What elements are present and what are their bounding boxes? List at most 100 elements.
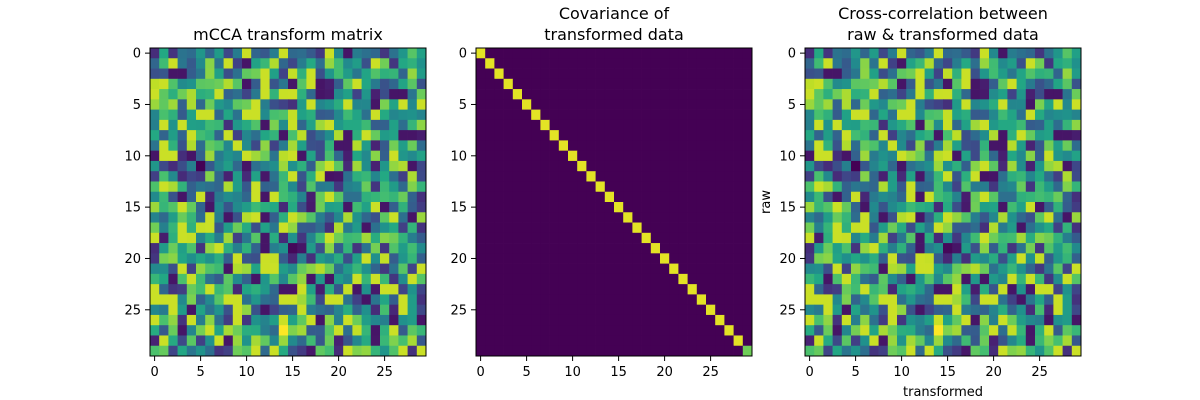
heatmap-cell bbox=[531, 171, 541, 182]
heatmap-cell bbox=[324, 160, 335, 172]
heatmap-cell bbox=[260, 284, 270, 295]
heatmap-cell bbox=[288, 160, 298, 172]
heatmap-cell bbox=[878, 150, 889, 162]
heatmap-cell bbox=[1071, 68, 1082, 80]
heatmap-cell bbox=[324, 314, 335, 326]
heatmap-cell bbox=[989, 191, 999, 203]
heatmap-cell bbox=[823, 263, 833, 275]
heatmap-cell bbox=[970, 202, 981, 213]
heatmap-cell bbox=[476, 314, 486, 326]
heatmap-cell bbox=[168, 325, 178, 336]
heatmap-cell bbox=[614, 99, 624, 110]
heatmap-cell bbox=[989, 140, 999, 152]
heatmap-cell bbox=[1016, 263, 1027, 275]
heatmap-cell bbox=[943, 253, 953, 264]
heatmap-cell bbox=[696, 243, 707, 254]
heatmap-cell bbox=[568, 263, 578, 275]
heatmap-cell bbox=[1035, 119, 1045, 131]
heatmap-cell bbox=[260, 191, 270, 203]
heatmap-cell bbox=[623, 130, 633, 141]
heatmap-cell bbox=[715, 263, 725, 275]
heatmap-cell bbox=[343, 273, 353, 285]
heatmap-cell bbox=[334, 232, 344, 244]
heatmap-cell bbox=[933, 48, 944, 59]
heatmap-cell bbox=[632, 232, 642, 244]
heatmap-cell bbox=[961, 263, 971, 275]
heatmap-cell bbox=[805, 150, 815, 162]
heatmap-cell bbox=[595, 68, 606, 80]
heatmap-cell bbox=[998, 160, 1008, 172]
heatmap-cell bbox=[380, 284, 390, 295]
heatmap-cell bbox=[1044, 212, 1054, 223]
heatmap-cell bbox=[943, 212, 953, 223]
heatmap-cell bbox=[150, 232, 160, 244]
heatmap-cell bbox=[1035, 78, 1045, 90]
heatmap-cell bbox=[398, 314, 408, 326]
heatmap-cell bbox=[196, 243, 206, 254]
heatmap-cell bbox=[389, 263, 399, 275]
heatmap-cell bbox=[315, 253, 326, 264]
heatmap-cell bbox=[334, 253, 344, 264]
heatmap-cell bbox=[860, 325, 870, 336]
heatmap-cell bbox=[260, 273, 270, 285]
heatmap-cell bbox=[512, 294, 523, 306]
heatmap-cell bbox=[869, 191, 879, 203]
heatmap-cell bbox=[841, 48, 852, 59]
heatmap-cell bbox=[906, 304, 916, 316]
heatmap-cell bbox=[242, 160, 252, 172]
heatmap-cell bbox=[361, 119, 372, 131]
heatmap-cell bbox=[315, 345, 326, 357]
heatmap-cell bbox=[715, 58, 725, 69]
heatmap-cell bbox=[952, 345, 962, 357]
heatmap-cell bbox=[407, 130, 418, 141]
heatmap-cell bbox=[1062, 160, 1073, 172]
heatmap-cell bbox=[214, 109, 224, 121]
heatmap-cell bbox=[503, 119, 514, 131]
heatmap-cell bbox=[641, 294, 652, 306]
heatmap-cell bbox=[232, 304, 243, 316]
heatmap-cell bbox=[1071, 304, 1082, 316]
heatmap-cell bbox=[288, 243, 298, 254]
heatmap-cell bbox=[186, 78, 197, 90]
heatmap-cell bbox=[851, 232, 861, 244]
heatmap-cell bbox=[398, 212, 408, 223]
heatmap-cell bbox=[841, 325, 852, 336]
heatmap-cell bbox=[586, 212, 596, 223]
heatmap-cell bbox=[715, 345, 725, 357]
heatmap-cell bbox=[1025, 130, 1036, 141]
heatmap-cell bbox=[733, 68, 744, 80]
heatmap-cell bbox=[343, 48, 353, 59]
heatmap-cell bbox=[814, 171, 824, 182]
heatmap-cell bbox=[168, 232, 178, 244]
heatmap-cell bbox=[361, 273, 372, 285]
heatmap-cell bbox=[494, 294, 504, 306]
heatmap-cell bbox=[1044, 232, 1054, 244]
heatmap-cell bbox=[159, 99, 169, 110]
heatmap-cell bbox=[196, 345, 206, 357]
heatmap-cell bbox=[150, 263, 160, 275]
heatmap-cell bbox=[715, 89, 725, 100]
heatmap-cell bbox=[288, 181, 298, 193]
heatmap-cell bbox=[952, 212, 962, 223]
heatmap-cell bbox=[604, 78, 615, 90]
heatmap-cell bbox=[696, 304, 707, 316]
heatmap-cell bbox=[595, 335, 606, 347]
heatmap-cell bbox=[1035, 294, 1045, 306]
heatmap-cell bbox=[343, 202, 353, 213]
heatmap-cell bbox=[1071, 273, 1082, 285]
heatmap-cell bbox=[586, 109, 596, 121]
heatmap-cell bbox=[503, 99, 514, 110]
heatmap-cell bbox=[380, 253, 390, 264]
heatmap-cell bbox=[715, 150, 725, 162]
heatmap-cell bbox=[952, 202, 962, 213]
heatmap-cell bbox=[476, 48, 486, 59]
heatmap-cell bbox=[970, 294, 981, 306]
heatmap-cell bbox=[186, 212, 197, 223]
heatmap-cell bbox=[577, 78, 587, 90]
heatmap-cell bbox=[687, 294, 698, 306]
heatmap-cell bbox=[324, 191, 335, 203]
heatmap-cell bbox=[568, 58, 578, 69]
heatmap-cell bbox=[531, 140, 541, 152]
heatmap-cell bbox=[476, 325, 486, 336]
heatmap-cell bbox=[733, 191, 744, 203]
